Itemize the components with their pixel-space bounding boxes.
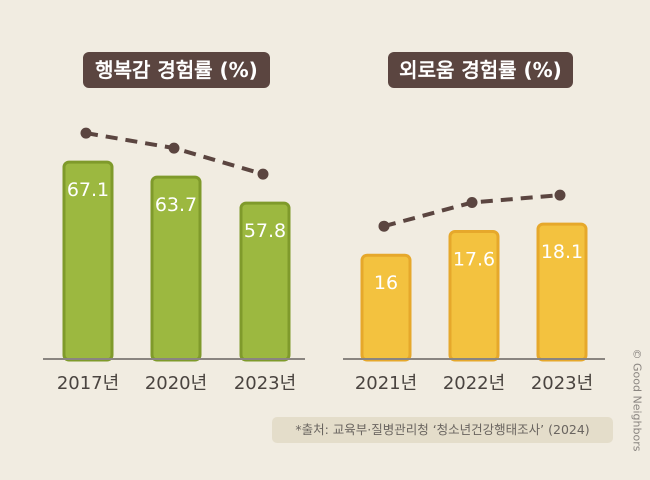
bar-value-label: 16 — [374, 272, 398, 294]
chart-title-happiness: 행복감 경험률 (%) — [83, 52, 270, 88]
x-tick-label: 2021년 — [355, 373, 417, 394]
bar-value-label: 63.7 — [155, 194, 197, 216]
trend-point — [168, 142, 180, 154]
trend-point — [466, 197, 478, 209]
trend-point — [257, 168, 269, 180]
source-note: *출처: 교육부·질병관리청 ‘청소년건강행태조사’ (2024) — [272, 417, 613, 443]
credit: © Good Neighbors — [630, 348, 644, 452]
x-tick-label: 2023년 — [234, 373, 296, 394]
x-tick-label: 2017년 — [57, 373, 119, 394]
trend-point — [378, 220, 390, 232]
x-tick-label: 2023년 — [531, 373, 593, 394]
x-tick-label: 2022년 — [443, 373, 505, 394]
bar-value-label: 17.6 — [453, 249, 495, 271]
bar — [360, 253, 412, 362]
bar-value-label: 18.1 — [541, 241, 583, 263]
bar-value-label: 57.8 — [244, 220, 286, 242]
trend-point — [554, 189, 566, 201]
bar-value-label: 67.1 — [67, 179, 109, 201]
x-tick-label: 2020년 — [145, 373, 207, 394]
trend-point — [80, 127, 92, 139]
chart-title-loneliness: 외로움 경험률 (%) — [388, 52, 573, 88]
